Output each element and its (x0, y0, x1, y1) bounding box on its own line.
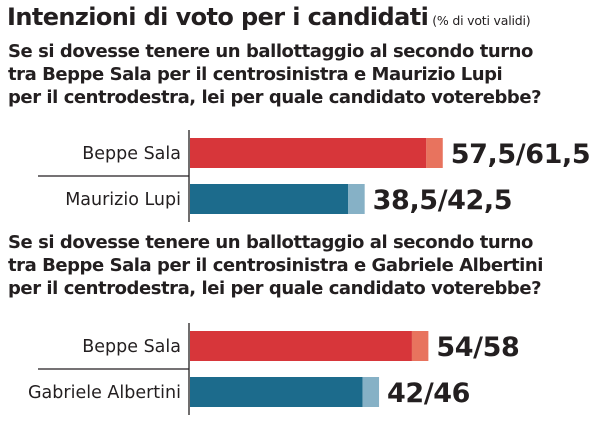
bar-challenger-low (190, 377, 363, 407)
question-2-line-2: tra Beppe Sala per il centrosinistra e G… (8, 255, 543, 276)
value-label: 57,5/61,5 (451, 139, 591, 170)
bar-sala-high (426, 138, 443, 168)
value-label: 42/46 (387, 378, 470, 409)
bar-sala-low (190, 138, 427, 168)
category-label: Maurizio Lupi (65, 190, 181, 210)
question-1: Se si dovesse tenere un ballottaggio al … (8, 40, 598, 109)
chart-header: Intenzioni di voto per i candidati (% di … (7, 3, 531, 31)
question-2-line-1: Se si dovesse tenere un ballottaggio al … (8, 232, 533, 253)
bar-sala-low (190, 331, 412, 361)
bar-challenger-high (362, 377, 380, 407)
value-label: 38,5/42,5 (373, 185, 513, 216)
category-label: Beppe Sala (82, 337, 181, 357)
question-1-line-3: per il centrodestra, lei per quale candi… (8, 87, 542, 108)
chart-2: Beppe Sala 54/58 Gabriele Albertini 42/46 (0, 323, 600, 415)
question-2: Se si dovesse tenere un ballottaggio al … (8, 231, 598, 300)
question-1-line-1: Se si dovesse tenere un ballottaggio al … (8, 41, 533, 62)
chart-subtitle: (% di voti validi) (432, 13, 531, 28)
chart-title: Intenzioni di voto per i candidati (7, 3, 429, 31)
value-label: 54/58 (436, 332, 519, 363)
question-1-line-2: tra Beppe Sala per il centrosinistra e M… (8, 64, 503, 85)
bar-challenger-low (190, 184, 349, 214)
chart-1: Beppe Sala 57,5/61,5 Maurizio Lupi 38,5/42,… (0, 130, 600, 222)
bar-sala-high (411, 331, 429, 361)
category-label: Beppe Sala (82, 144, 181, 164)
chart-1-svg: Beppe Sala 57,5/61,5 Maurizio Lupi 38,5/42,… (38, 130, 591, 222)
category-label: Gabriele Albertini (28, 383, 181, 403)
bar-challenger-high (348, 184, 365, 214)
question-2-line-3: per il centrodestra, lei per quale candi… (8, 278, 542, 299)
chart-2-svg: Beppe Sala 54/58 Gabriele Albertini 42/46 (28, 323, 520, 415)
